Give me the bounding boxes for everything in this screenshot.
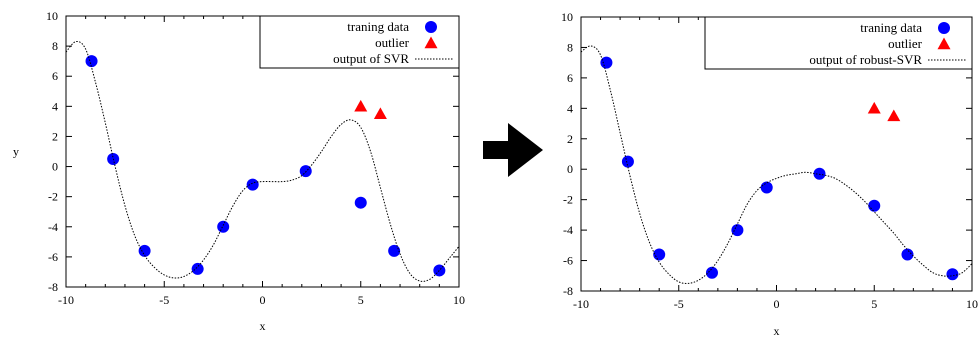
y-tick-label: 2 bbox=[52, 129, 58, 143]
y-tick-label: -2 bbox=[563, 193, 573, 207]
data-point bbox=[760, 181, 773, 194]
data-point bbox=[217, 220, 230, 233]
y-tick-label: -4 bbox=[563, 223, 573, 237]
y-tick-label: 0 bbox=[567, 162, 573, 176]
data-point bbox=[85, 55, 98, 68]
data-point bbox=[868, 199, 881, 212]
data-point bbox=[946, 268, 959, 281]
data-point bbox=[388, 244, 401, 257]
y-tick-label: 4 bbox=[567, 101, 573, 115]
legend-label: traning data bbox=[347, 19, 409, 34]
data-point bbox=[138, 244, 151, 257]
y-tick-label: -4 bbox=[48, 220, 58, 234]
data-point bbox=[246, 178, 259, 191]
y-tick-label: -2 bbox=[48, 190, 58, 204]
legend-circle-swatch bbox=[425, 21, 437, 33]
y-tick-label: -8 bbox=[48, 280, 58, 294]
y-tick-label: -8 bbox=[563, 284, 573, 298]
legend-label: output of SVR bbox=[333, 51, 409, 66]
data-point bbox=[600, 56, 613, 69]
outlier-point bbox=[354, 99, 368, 112]
legend-label: outlier bbox=[375, 35, 410, 50]
y-tick-label: -6 bbox=[48, 250, 58, 264]
x-axis-label: x bbox=[774, 324, 780, 338]
series-line-2 bbox=[581, 45, 972, 284]
data-point bbox=[813, 167, 826, 180]
data-point bbox=[653, 248, 666, 261]
right-arrow-icon bbox=[483, 123, 543, 177]
x-tick-label: -5 bbox=[159, 293, 169, 307]
x-tick-label: 5 bbox=[358, 293, 364, 307]
data-point bbox=[354, 196, 367, 209]
data-point bbox=[705, 266, 718, 279]
legend-triangle-swatch bbox=[937, 37, 951, 50]
y-tick-label: 4 bbox=[52, 99, 58, 113]
x-tick-label: 0 bbox=[260, 293, 266, 307]
x-axis-label: x bbox=[260, 319, 266, 333]
x-tick-label: -10 bbox=[573, 297, 589, 311]
plot-area bbox=[581, 45, 972, 284]
y-tick-label: 0 bbox=[52, 160, 58, 174]
outlier-point bbox=[887, 109, 901, 122]
y-tick-label: 10 bbox=[46, 9, 58, 23]
outlier-point bbox=[373, 107, 387, 120]
x-tick-label: -5 bbox=[674, 297, 684, 311]
y-tick-label: 2 bbox=[567, 132, 573, 146]
outlier-point bbox=[867, 101, 881, 114]
series-line-2 bbox=[66, 40, 459, 282]
x-tick-label: -10 bbox=[58, 293, 74, 307]
data-point bbox=[621, 155, 634, 168]
data-point bbox=[299, 165, 312, 178]
y-tick-label: 8 bbox=[52, 39, 58, 53]
legend-circle-swatch bbox=[938, 22, 950, 34]
data-point bbox=[731, 224, 744, 237]
x-tick-label: 10 bbox=[966, 297, 978, 311]
y-tick-label: 10 bbox=[561, 10, 573, 24]
legend-triangle-swatch bbox=[424, 36, 438, 49]
legend-label: output of robust-SVR bbox=[809, 52, 922, 67]
y-axis-label: y bbox=[13, 145, 19, 159]
x-tick-label: 10 bbox=[453, 293, 465, 307]
x-tick-label: 0 bbox=[774, 297, 780, 311]
data-point bbox=[191, 262, 204, 275]
y-tick-label: 8 bbox=[567, 40, 573, 54]
y-tick-label: 6 bbox=[52, 69, 58, 83]
data-point bbox=[901, 248, 914, 261]
legend-label: traning data bbox=[860, 20, 922, 35]
legend-box bbox=[704, 16, 973, 70]
x-tick-label: 5 bbox=[871, 297, 877, 311]
legend-label: outlier bbox=[888, 36, 923, 51]
y-tick-label: -6 bbox=[563, 254, 573, 268]
y-tick-label: 6 bbox=[567, 71, 573, 85]
plot-area bbox=[66, 40, 459, 282]
